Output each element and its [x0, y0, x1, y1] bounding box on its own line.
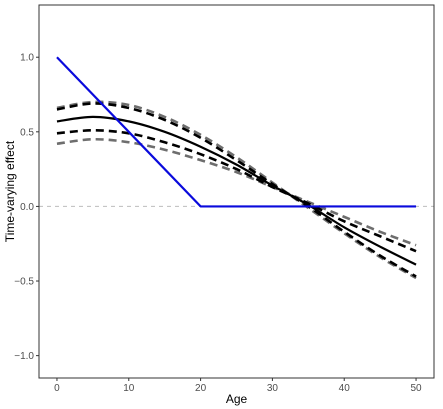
x-axis: 0 10 20 30 40 50: [54, 378, 422, 394]
y-tick-label: 1.0: [20, 53, 34, 64]
y-tick-label: −1.0: [14, 351, 34, 362]
x-tick-label: 10: [123, 383, 135, 394]
y-axis-title: Time-varying effect: [3, 140, 17, 242]
x-tick-label: 20: [195, 383, 207, 394]
plot-panel-border: [38, 4, 435, 379]
series-line-1: [56, 56, 417, 208]
x-tick-label: 50: [410, 383, 422, 394]
series-line-3: [56, 129, 417, 253]
y-axis: −1.0 −0.5 0.0 0.5 1.0: [14, 53, 39, 362]
x-tick-label: 30: [267, 383, 279, 394]
y-tick-label: 0.0: [20, 202, 34, 213]
series-layer: [56, 56, 417, 280]
series-line-5: [56, 137, 417, 247]
x-tick-label: 0: [54, 383, 60, 394]
y-tick-label: −0.5: [14, 277, 34, 288]
x-tick-label: 40: [339, 383, 351, 394]
x-axis-title: Age: [226, 392, 248, 406]
y-tick-label: 0.5: [20, 127, 34, 138]
